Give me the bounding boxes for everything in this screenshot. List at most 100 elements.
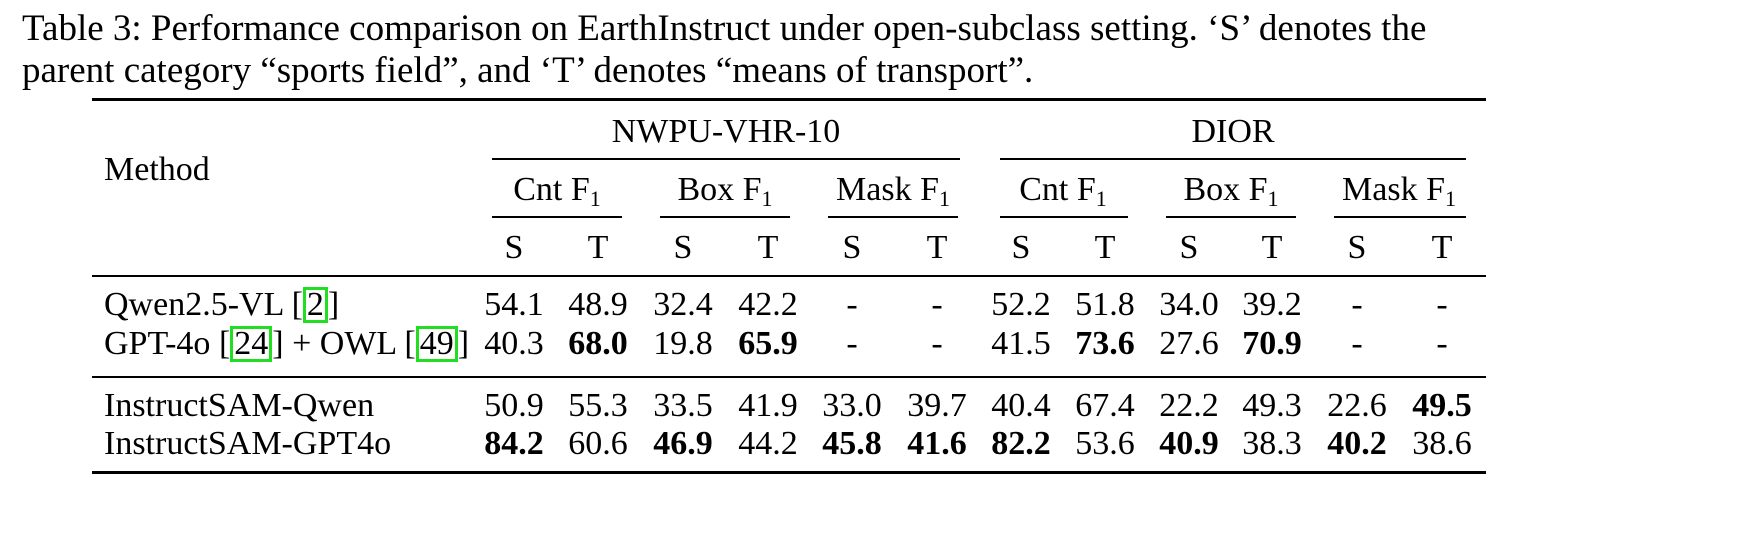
table-cell: 55.3 xyxy=(568,387,628,424)
table-cell: 41.6 xyxy=(907,425,967,462)
table-cell: 48.9 xyxy=(568,286,628,323)
table-cell: 22.2 xyxy=(1159,387,1219,424)
metric-name: Box F xyxy=(677,171,762,208)
table-cell: 67.4 xyxy=(1075,387,1135,424)
caption-line-1: Table 3: Performance comparison on Earth… xyxy=(22,8,1427,49)
header-rule xyxy=(92,275,1486,277)
table-cell: 42.2 xyxy=(738,286,798,323)
method-text: GPT-4o xyxy=(104,325,219,362)
method-name: GPT-4o [24] + OWL [49] xyxy=(104,325,470,362)
method-name: InstructSAM-GPT4o xyxy=(104,424,391,464)
metric-cmidrule-2 xyxy=(660,216,790,218)
metric-header: Mask F1 xyxy=(1342,170,1456,210)
metric-header: Box F1 xyxy=(1183,170,1278,210)
caption-line-2: parent category “sports field”, and ‘T’ … xyxy=(22,50,1034,91)
metric-subscript: 1 xyxy=(1267,186,1279,211)
table-cell: 33.5 xyxy=(653,387,713,424)
table-cell: - xyxy=(846,286,858,323)
table-cell: 54.1 xyxy=(484,286,544,323)
metric-subscript: 1 xyxy=(589,186,601,211)
table-cell: 22.6 xyxy=(1327,387,1387,424)
table-cell: 82.2 xyxy=(991,425,1051,462)
table-cell: 40.4 xyxy=(991,387,1051,424)
table-cell: - xyxy=(1436,286,1448,323)
metric-subscript: 1 xyxy=(1444,186,1456,211)
table-cell: 53.6 xyxy=(1075,425,1135,462)
metric-name: Mask F xyxy=(836,171,939,208)
subclass-t-header: T xyxy=(1094,229,1116,266)
nwpu-cmidrule xyxy=(492,158,960,160)
table-cell: 34.0 xyxy=(1159,286,1219,323)
method-text: InstructSAM-GPT4o xyxy=(104,425,392,462)
citation-link[interactable]: 2 xyxy=(302,287,328,323)
table-cell: 40.9 xyxy=(1159,425,1219,462)
metric-header: Box F1 xyxy=(677,170,772,210)
top-rule xyxy=(92,98,1486,101)
subclass-s-header: S xyxy=(673,229,693,266)
dataset-dior-header: DIOR xyxy=(1191,113,1275,150)
table-cell: 40.2 xyxy=(1327,425,1387,462)
table-cell: 46.9 xyxy=(653,425,713,462)
metric-cmidrule-6 xyxy=(1334,216,1466,218)
subclass-s-header: S xyxy=(1011,229,1031,266)
metric-subscript: 1 xyxy=(761,186,773,211)
table-cell: 84.2 xyxy=(484,425,544,462)
metric-header: Cnt F1 xyxy=(1019,170,1107,210)
method-text: + OWL xyxy=(283,325,405,362)
method-text: InstructSAM-Qwen xyxy=(104,387,375,424)
table-cell: 33.0 xyxy=(822,387,882,424)
citation-link[interactable]: 24 xyxy=(230,326,273,362)
table-cell: 41.5 xyxy=(991,325,1051,362)
metric-name: Box F xyxy=(1183,171,1268,208)
metric-name: Cnt F xyxy=(1019,171,1096,208)
bottom-rule xyxy=(92,471,1486,474)
table-cell: - xyxy=(1436,325,1448,362)
table-cell: - xyxy=(1351,286,1363,323)
dior-cmidrule xyxy=(1000,158,1466,160)
table-cell: 45.8 xyxy=(822,425,882,462)
table-cell: 73.6 xyxy=(1075,325,1135,362)
subclass-s-header: S xyxy=(504,229,524,266)
subclass-t-header: T xyxy=(1431,229,1453,266)
table-cell: 39.2 xyxy=(1242,286,1302,323)
table-cell: 27.6 xyxy=(1159,325,1219,362)
table-cell: 41.9 xyxy=(738,387,798,424)
table-cell: - xyxy=(846,325,858,362)
metric-header: Cnt F1 xyxy=(513,170,601,210)
subclass-t-header: T xyxy=(757,229,779,266)
metric-cmidrule-1 xyxy=(492,216,622,218)
method-name: Qwen2.5-VL [2] xyxy=(104,286,340,323)
metric-name: Cnt F xyxy=(513,171,590,208)
table-cell: 44.2 xyxy=(738,425,798,462)
subclass-t-header: T xyxy=(1261,229,1283,266)
table-cell: 52.2 xyxy=(991,286,1051,323)
table-cell: - xyxy=(931,286,943,323)
dataset-nwpu-header: NWPU-VHR-10 xyxy=(611,113,841,150)
group-rule xyxy=(92,376,1486,378)
table-cell: 40.3 xyxy=(484,325,544,362)
table-caption: Table 3: Performance comparison on Earth… xyxy=(22,8,1742,92)
table-cell: - xyxy=(1351,325,1363,362)
metric-subscript: 1 xyxy=(938,186,950,211)
subclass-t-header: T xyxy=(587,229,609,266)
table-cell: 38.3 xyxy=(1242,425,1302,462)
metric-cmidrule-5 xyxy=(1166,216,1296,218)
subclass-s-header: S xyxy=(1347,229,1367,266)
table-cell: 39.7 xyxy=(907,387,967,424)
metric-cmidrule-3 xyxy=(828,216,958,218)
metric-subscript: 1 xyxy=(1095,186,1107,211)
table-cell: 70.9 xyxy=(1242,325,1302,362)
table-cell: 49.5 xyxy=(1412,387,1472,424)
method-name: InstructSAM-Qwen xyxy=(104,386,374,426)
table-cell: 65.9 xyxy=(738,325,798,362)
citation-link[interactable]: 49 xyxy=(415,326,458,362)
table-cell: 68.0 xyxy=(568,325,628,362)
table-cell: 38.6 xyxy=(1412,425,1472,462)
table-cell: 60.6 xyxy=(568,425,628,462)
table-cell: 51.8 xyxy=(1075,286,1135,323)
method-text: Qwen2.5-VL xyxy=(104,286,292,323)
subclass-s-header: S xyxy=(1179,229,1199,266)
table-cell: 50.9 xyxy=(484,387,544,424)
metric-header: Mask F1 xyxy=(836,170,950,210)
table-cell: - xyxy=(931,325,943,362)
